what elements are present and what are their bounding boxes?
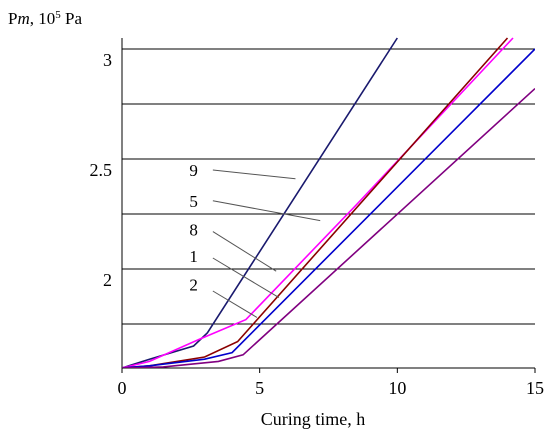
annotation-leader-9 <box>212 169 296 180</box>
annotation-label-1: 1 <box>189 247 198 266</box>
annotation-label-9: 9 <box>189 161 198 180</box>
y-axis-title-sub: m <box>17 9 29 28</box>
series-line-8 <box>122 37 509 368</box>
annotation-leader-1 <box>212 257 280 299</box>
annotation-label-8: 8 <box>189 220 198 239</box>
x-tick-labels: 0 5 10 15 <box>118 378 545 398</box>
x-tick-label-2: 10 <box>388 378 406 398</box>
annotation-leader-5 <box>212 200 321 222</box>
annotation-leader-2 <box>212 290 258 318</box>
y-tick-label-0: 2 <box>103 270 112 290</box>
axes <box>121 38 536 373</box>
annotation-label-2: 2 <box>189 275 198 294</box>
y-axis-title-sup: 5 <box>55 9 61 21</box>
y-tick-labels: 22.53 <box>90 50 113 290</box>
x-tick-label-1: 5 <box>255 378 264 398</box>
x-tick-label-3: 15 <box>526 378 544 398</box>
y-tick-label-1: 2.5 <box>90 160 113 180</box>
y-axis-title: Pm, 105 Pa <box>8 9 82 28</box>
series-lines <box>122 37 535 368</box>
annotation-label-5: 5 <box>189 192 198 211</box>
series-line-9 <box>122 37 398 368</box>
x-tick-label-0: 0 <box>118 378 127 398</box>
series-line-5 <box>122 37 514 368</box>
series-line-1 <box>122 48 535 368</box>
series-annotations: 9 5 8 1 2 <box>189 161 321 318</box>
y-tick-label-2: 3 <box>103 50 112 70</box>
gridlines <box>122 48 535 325</box>
series-line-2 <box>122 88 535 368</box>
x-axis-title: Curing time, h <box>261 409 366 429</box>
annotation-leader-8 <box>212 231 277 272</box>
